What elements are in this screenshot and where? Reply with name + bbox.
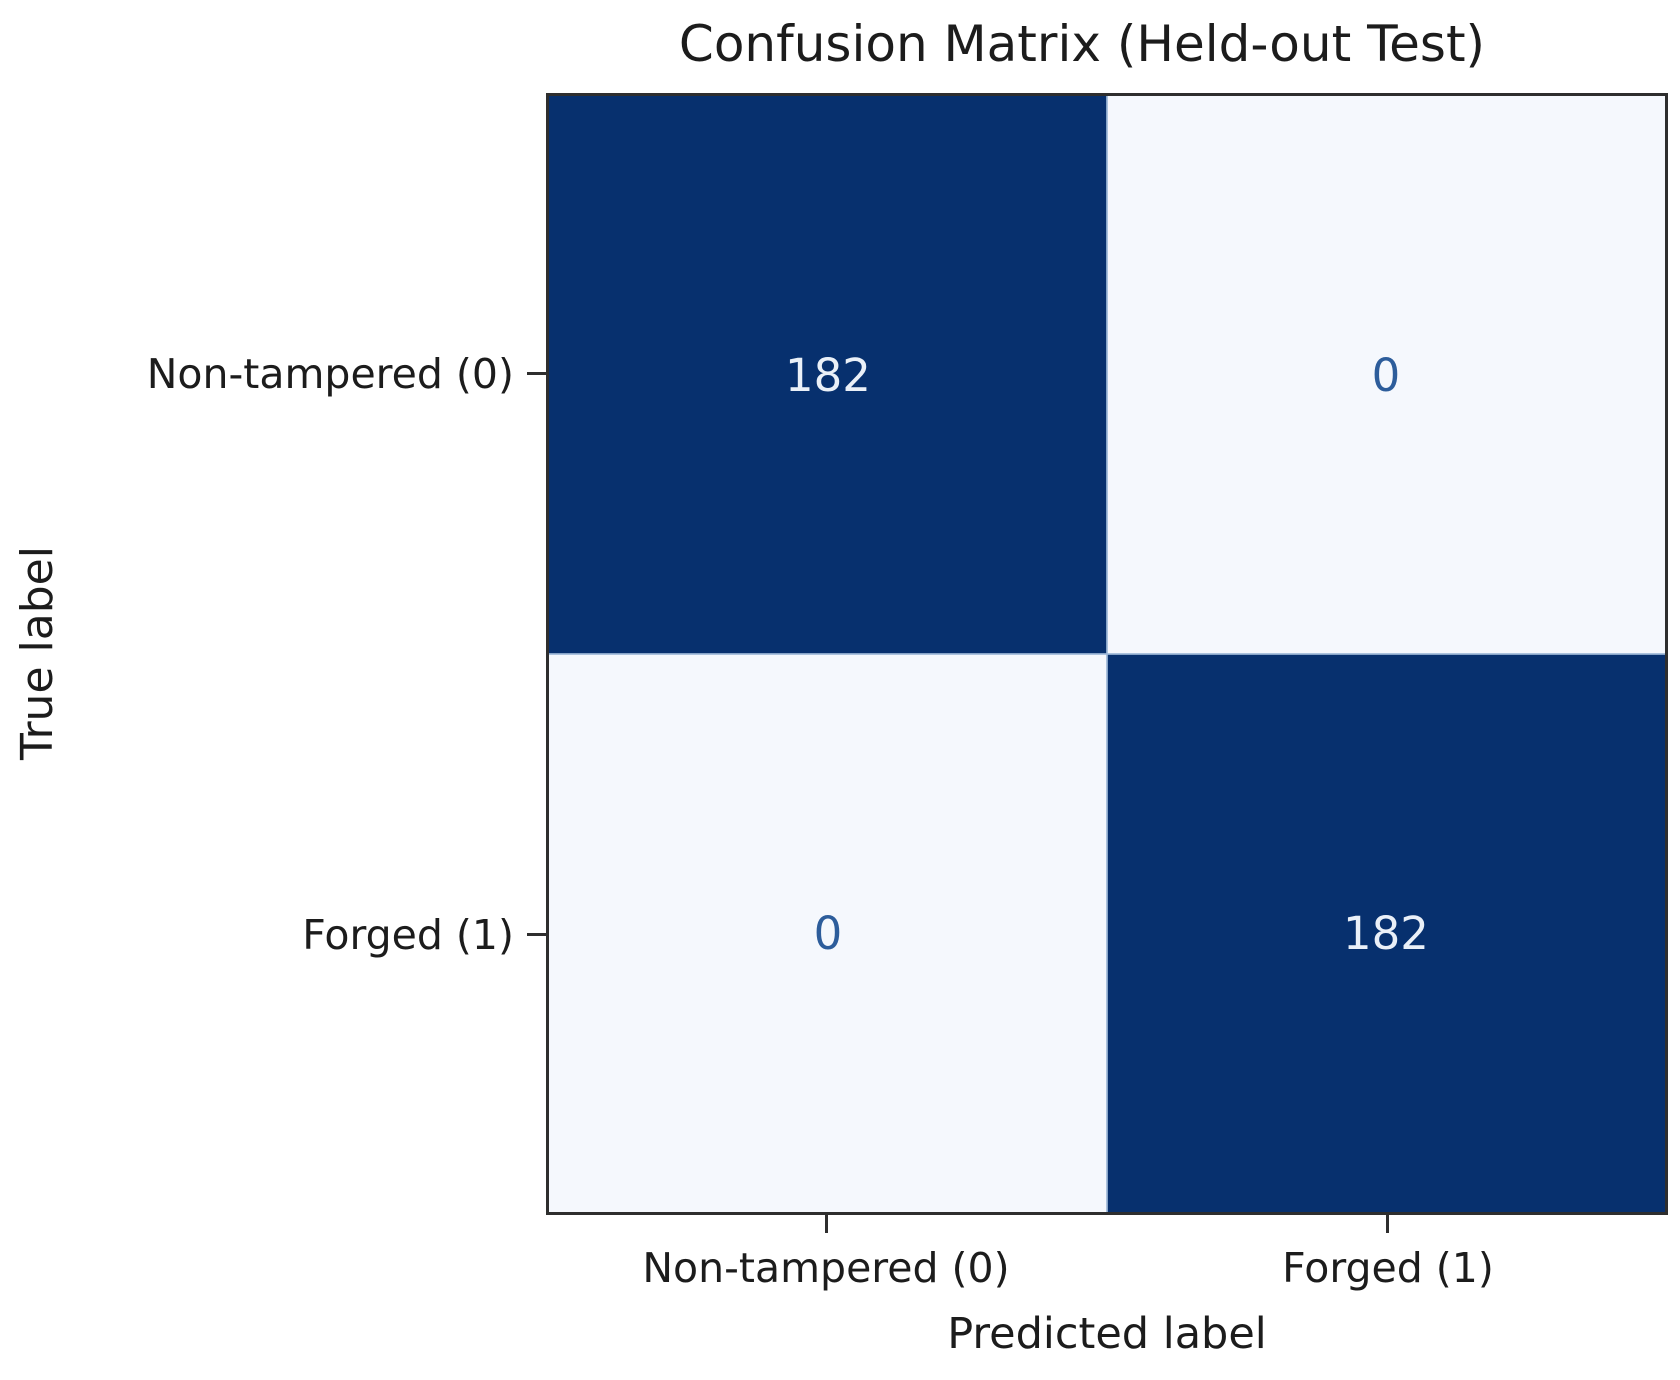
cell-value: 0 [1371, 348, 1401, 402]
cell-value: 182 [1343, 906, 1429, 960]
heatmap-grid: 182 0 0 182 [546, 93, 1668, 1215]
cell-boundary-horizontal [549, 653, 1665, 655]
x-tick-label-forged: Forged (1) [1282, 1244, 1494, 1292]
x-axis-title: Predicted label [947, 1309, 1267, 1359]
y-tick-mark [527, 372, 546, 375]
x-tick-label-non-tampered: Non-tampered (0) [642, 1244, 1010, 1292]
matrix-cell-true1-pred0: 0 [549, 654, 1107, 1212]
chart-title: Confusion Matrix (Held-out Test) [678, 15, 1486, 73]
y-tick-label-forged: Forged (1) [302, 911, 514, 959]
cell-value: 182 [785, 348, 871, 402]
matrix-cell-true1-pred1: 182 [1107, 654, 1665, 1212]
y-axis-title: True label [12, 546, 63, 760]
matrix-cell-true0-pred0: 182 [549, 96, 1107, 654]
x-tick-mark [1386, 1215, 1389, 1233]
y-tick-mark [527, 933, 546, 936]
cell-value: 0 [813, 906, 843, 960]
matrix-cell-true0-pred1: 0 [1107, 96, 1665, 654]
y-tick-label-non-tampered: Non-tampered (0) [146, 350, 514, 398]
x-tick-mark [825, 1215, 828, 1233]
